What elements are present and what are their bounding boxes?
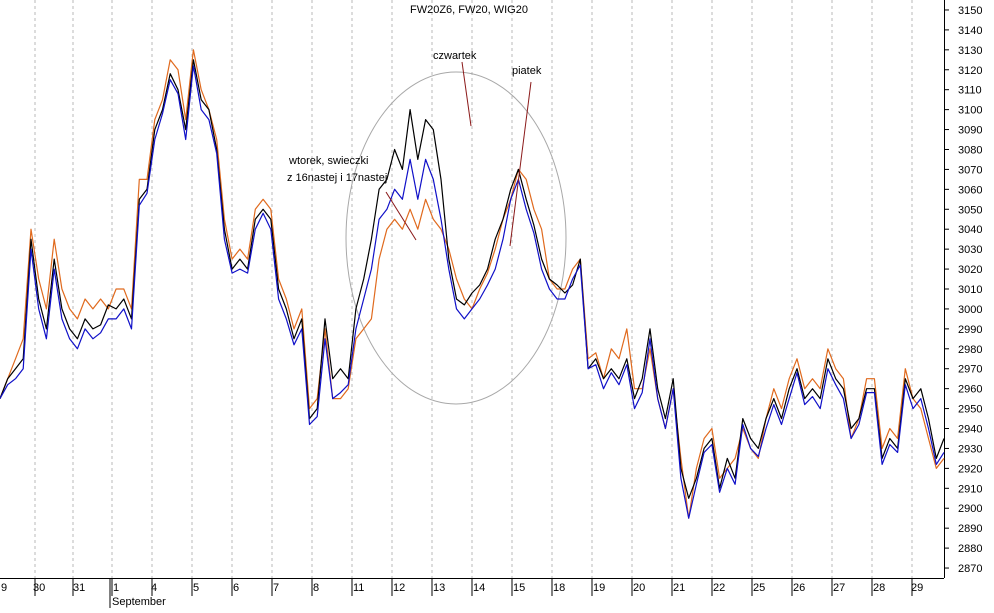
y-tick-label-26: 2890 — [958, 523, 982, 535]
annotation-pointer-thu — [461, 61, 472, 127]
y-tick-label-3: 3120 — [958, 65, 982, 77]
y-tick-label-16: 2990 — [958, 324, 982, 336]
x-tick-label-2: 31 — [73, 582, 85, 594]
x-tick-label-4: 4 — [151, 582, 157, 594]
y-tick-label-6: 3090 — [958, 125, 982, 137]
series-line-0 — [0, 59, 945, 499]
annotation-tue-line1: wtorek, swieczki — [288, 155, 368, 167]
y-tick-label-14: 3010 — [958, 284, 982, 296]
x-tick-label-17: 21 — [673, 582, 685, 594]
x-tick-label-9: 11 — [353, 582, 364, 594]
x-tick-label-3: 1 — [113, 582, 119, 594]
y-tick-label-9: 3060 — [958, 184, 982, 196]
x-tick-label-21: 27 — [833, 582, 845, 594]
y-tick-label-25: 2900 — [958, 503, 982, 515]
x-tick-label-11: 13 — [433, 582, 445, 594]
y-tick-label-23: 2920 — [958, 463, 982, 475]
x-tick-label-0: 9 — [1, 582, 7, 594]
x-tick-label-22: 28 — [873, 582, 885, 594]
axis-layer: 3150314031303120311031003090308030703060… — [0, 0, 982, 608]
y-tick-label-8: 3070 — [958, 164, 982, 176]
y-tick-label-22: 2930 — [958, 443, 982, 455]
y-tick-label-28: 2870 — [958, 563, 982, 575]
x-tick-label-13: 15 — [513, 582, 525, 594]
annotation-fri: piatek — [512, 65, 542, 77]
x-tick-label-15: 19 — [593, 582, 605, 594]
chart-title: FW20Z6, FW20, WIG20 — [410, 4, 528, 16]
y-tick-label-2: 3130 — [958, 45, 982, 57]
x-tick-label-14: 18 — [553, 582, 565, 594]
annotation-pointer-tue — [385, 191, 417, 241]
annotation-thu: czwartek — [433, 50, 477, 62]
x-tick-label-7: 7 — [273, 582, 279, 594]
y-tick-label-21: 2940 — [958, 424, 982, 436]
y-tick-label-15: 3000 — [958, 304, 982, 316]
y-tick-label-24: 2910 — [958, 483, 982, 495]
y-tick-label-12: 3030 — [958, 244, 982, 256]
y-tick-label-13: 3020 — [958, 264, 982, 276]
annotation-tue-line2: z 16nastej i 17nastej — [287, 172, 387, 184]
x-tick-label-16: 20 — [633, 582, 645, 594]
x-tick-label-23: 29 — [911, 582, 923, 594]
y-tick-label-18: 2970 — [958, 364, 982, 376]
x-tick-label-19: 25 — [753, 582, 765, 594]
y-tick-label-27: 2880 — [958, 543, 982, 555]
y-tick-label-0: 3150 — [958, 5, 982, 17]
month-label: September — [112, 596, 166, 608]
y-tick-label-4: 3110 — [958, 85, 982, 97]
x-tick-label-20: 26 — [793, 582, 805, 594]
highlight-ellipse — [345, 71, 567, 405]
annotation-layer: wtorek, swieczki z 16nastej i 17nastej c… — [287, 50, 542, 247]
grid-layer — [34, 0, 913, 578]
y-tick-label-19: 2960 — [958, 384, 982, 396]
y-tick-label-20: 2950 — [958, 404, 982, 416]
x-tick-label-5: 5 — [193, 582, 199, 594]
y-tick-label-1: 3140 — [958, 25, 982, 37]
y-tick-label-17: 2980 — [958, 344, 982, 356]
series-line-2 — [0, 65, 945, 519]
annotation-pointer-fri — [509, 81, 532, 247]
x-tick-label-1: 30 — [33, 582, 45, 594]
x-tick-label-8: 8 — [313, 582, 319, 594]
series-layer — [0, 49, 945, 519]
x-tick-label-10: 12 — [393, 582, 405, 594]
x-tick-label-6: 6 — [233, 582, 239, 594]
x-tick-label-12: 14 — [473, 582, 485, 594]
x-tick-label-18: 22 — [713, 582, 725, 594]
y-tick-label-10: 3050 — [958, 204, 982, 216]
y-tick-label-5: 3100 — [958, 105, 982, 117]
y-tick-label-11: 3040 — [958, 224, 982, 236]
y-tick-label-7: 3080 — [958, 144, 982, 156]
